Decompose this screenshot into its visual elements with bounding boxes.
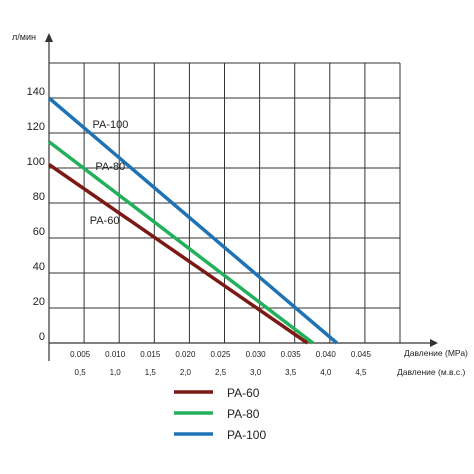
series-lines: PA-60 PA-80 PA-100 — [47, 96, 338, 345]
x-tick-label: 0.005 — [70, 350, 91, 359]
x-tick-label: 0.030 — [246, 350, 267, 359]
x2-tick-label: 4,0 — [320, 368, 332, 377]
x-tick-label: 0.010 — [105, 350, 126, 359]
y-tick-label: 0 — [39, 331, 45, 343]
x2-tick-label: 1,0 — [110, 368, 122, 377]
x-axis-arrow — [430, 339, 438, 347]
x-tick-label: 0.040 — [316, 350, 337, 359]
series-line-pa-60 — [48, 163, 309, 345]
labels: л/мин Давление (МРа) Давление (м.в.с.) — [12, 32, 468, 377]
x-tick-label: 0.045 — [351, 350, 372, 359]
x-tick-label: 0.020 — [175, 350, 196, 359]
x-tick-label: 0.025 — [210, 350, 231, 359]
x2-tick-label: 4,5 — [355, 368, 367, 377]
x2-tick-label: 0,5 — [75, 368, 87, 377]
legend-label-pa-80: PA-80 — [227, 407, 260, 421]
y-tick-label: 60 — [33, 226, 45, 238]
x2-tick-label: 1,5 — [145, 368, 157, 377]
y-axis-label: л/мин — [12, 32, 36, 42]
y-tick-label: 100 — [27, 156, 45, 168]
legend-label-pa-100: PA-100 — [227, 428, 266, 442]
x-axis-label-primary: Давление (МРа) — [404, 348, 468, 358]
y-tick-label: 80 — [33, 191, 45, 203]
x2-tick-label: 3,5 — [285, 368, 297, 377]
series-line-pa-80 — [47, 140, 315, 345]
legend-label-pa-60: PA-60 — [227, 386, 260, 400]
x2-tick-label: 3,0 — [250, 368, 262, 377]
grid: 0 20 40 60 80 100 120 140 0.005 0.010 0.015 0.020 0.… — [27, 33, 438, 377]
x2-tick-label: 2,0 — [180, 368, 192, 377]
y-tick-label: 40 — [33, 261, 45, 273]
legend: PA-60 PA-80 PA-100 — [174, 386, 266, 442]
y-tick-label: 20 — [33, 296, 45, 308]
x-axis-label-secondary: Давление (м.в.с.) — [397, 367, 466, 377]
x-tick-label: 0.035 — [281, 350, 302, 359]
y-tick-label: 140 — [27, 86, 45, 98]
x2-tick-label: 2,5 — [215, 368, 227, 377]
series-label-pa-80: PA-80 — [95, 161, 125, 173]
series-label-pa-100: PA-100 — [93, 119, 129, 131]
x-tick-label: 0.015 — [140, 350, 161, 359]
series-line-pa-100 — [47, 96, 338, 345]
series-label-pa-60: PA-60 — [90, 215, 120, 227]
y-axis-arrow — [45, 33, 53, 42]
y-tick-label: 120 — [27, 121, 45, 133]
